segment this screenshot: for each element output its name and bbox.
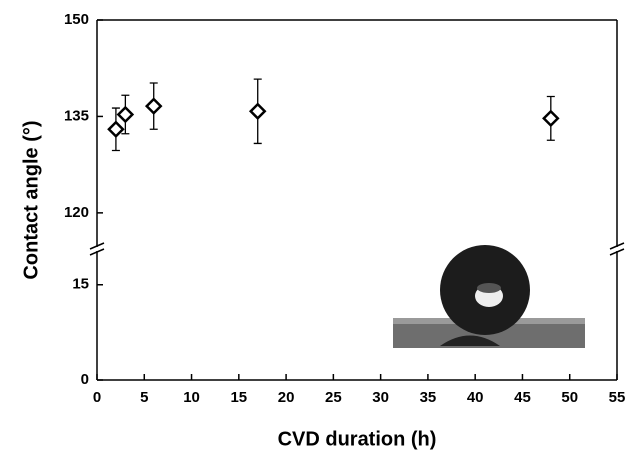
y-tick-label: 15	[72, 276, 89, 293]
x-tick-label: 25	[325, 389, 342, 406]
y-tick-label: 150	[64, 11, 89, 28]
x-tick-label: 30	[372, 389, 389, 406]
x-axis-title: CVD duration (h)	[278, 428, 437, 450]
x-tick-label: 50	[561, 389, 578, 406]
x-tick-label: 0	[93, 389, 101, 406]
x-tick-label: 20	[278, 389, 295, 406]
x-tick-label: 55	[609, 389, 626, 406]
x-tick-label: 40	[467, 389, 484, 406]
inset-photo	[393, 245, 585, 348]
point	[542, 109, 560, 128]
axis-break	[609, 248, 625, 256]
x-tick-label: 5	[140, 389, 148, 406]
x-tick-label: 35	[420, 389, 437, 406]
x-tick-label: 45	[514, 389, 531, 406]
point	[116, 105, 135, 124]
x-tick-label: 10	[183, 389, 200, 406]
y-axis-title: Contact angle (°)	[20, 120, 42, 279]
x-tick-label: 15	[230, 389, 247, 406]
y-tick-label: 0	[81, 371, 89, 388]
point	[248, 102, 267, 121]
axis-break	[609, 242, 625, 250]
point	[144, 97, 163, 115]
axis-break	[89, 248, 105, 256]
y-tick-label: 135	[64, 107, 89, 124]
axis-break	[89, 242, 105, 250]
y-tick-label: 120	[64, 204, 89, 221]
point	[107, 120, 125, 139]
